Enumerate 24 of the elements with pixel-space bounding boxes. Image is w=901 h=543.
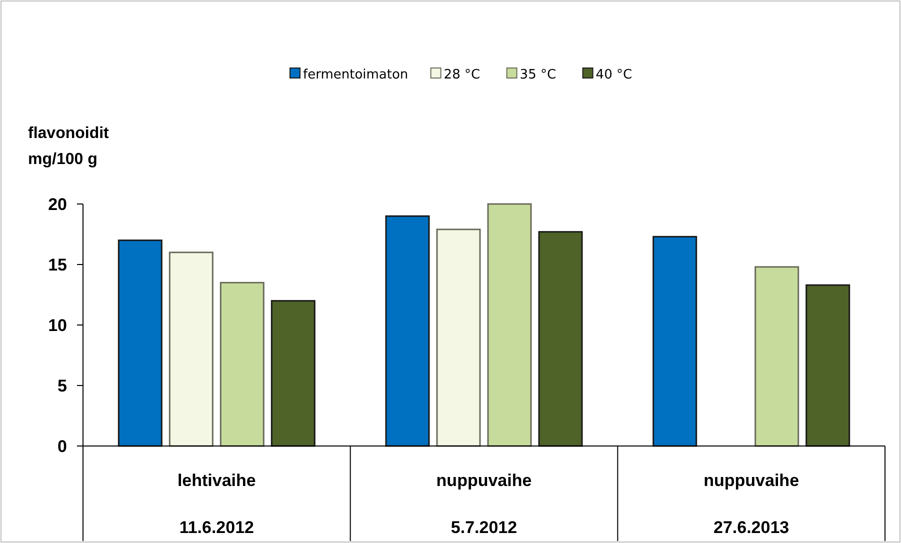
- legend-label: 35 °C: [520, 68, 556, 83]
- category-label: nuppuvaihe 5.7.2012: [436, 471, 532, 537]
- bar: [487, 203, 532, 447]
- bar: [168, 252, 214, 447]
- y-tick-label: 10: [48, 316, 67, 335]
- bar: [652, 236, 698, 447]
- bar: [436, 228, 481, 447]
- y-axis-title: flavonoidit mg/100 g: [28, 125, 110, 168]
- bar: [538, 231, 583, 447]
- bar: [270, 300, 316, 447]
- legend-label: 28 °C: [444, 68, 480, 83]
- y-tick-label: 0: [58, 436, 67, 456]
- legend-label: fermentoimaton: [303, 68, 408, 83]
- category-label: lehtivaihe 11.6.2012: [177, 471, 256, 537]
- bar: [754, 266, 800, 447]
- y-tick-label: 15: [48, 255, 67, 274]
- bar: [118, 240, 162, 447]
- bar: [385, 215, 430, 447]
- bar: [806, 284, 850, 447]
- legend-label: 40 °C: [596, 68, 632, 83]
- y-tick-label: 5: [58, 376, 67, 396]
- y-tick-label: 20: [48, 194, 67, 214]
- category-label: nuppuvaihe 27.6.2013: [704, 471, 800, 537]
- bar: [220, 282, 264, 447]
